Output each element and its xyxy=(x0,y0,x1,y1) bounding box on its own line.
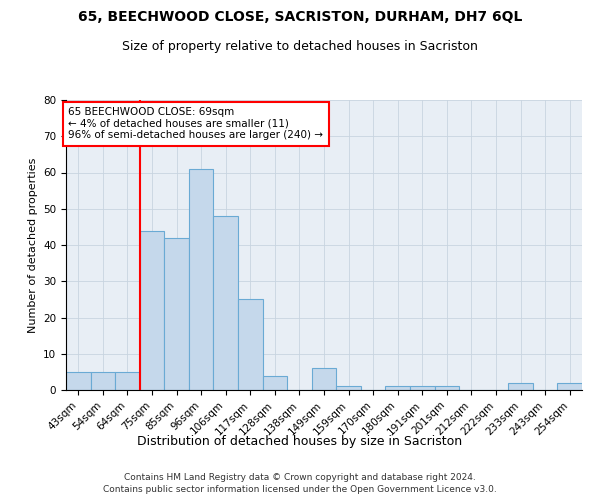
Text: Contains public sector information licensed under the Open Government Licence v3: Contains public sector information licen… xyxy=(103,485,497,494)
Bar xyxy=(115,372,140,390)
Bar xyxy=(214,216,238,390)
Bar xyxy=(164,238,189,390)
Bar xyxy=(66,372,91,390)
Bar xyxy=(410,386,434,390)
Bar xyxy=(263,376,287,390)
Text: 65 BEECHWOOD CLOSE: 69sqm
← 4% of detached houses are smaller (11)
96% of semi-d: 65 BEECHWOOD CLOSE: 69sqm ← 4% of detach… xyxy=(68,108,323,140)
Bar xyxy=(91,372,115,390)
Bar xyxy=(557,383,582,390)
Text: Size of property relative to detached houses in Sacriston: Size of property relative to detached ho… xyxy=(122,40,478,53)
Bar xyxy=(434,386,459,390)
Bar xyxy=(238,300,263,390)
Bar xyxy=(508,383,533,390)
Bar xyxy=(312,368,336,390)
Bar xyxy=(140,230,164,390)
Bar xyxy=(385,386,410,390)
Text: 65, BEECHWOOD CLOSE, SACRISTON, DURHAM, DH7 6QL: 65, BEECHWOOD CLOSE, SACRISTON, DURHAM, … xyxy=(78,10,522,24)
Y-axis label: Number of detached properties: Number of detached properties xyxy=(28,158,38,332)
Bar xyxy=(189,169,214,390)
Text: Contains HM Land Registry data © Crown copyright and database right 2024.: Contains HM Land Registry data © Crown c… xyxy=(124,472,476,482)
Text: Distribution of detached houses by size in Sacriston: Distribution of detached houses by size … xyxy=(137,435,463,448)
Bar xyxy=(336,386,361,390)
